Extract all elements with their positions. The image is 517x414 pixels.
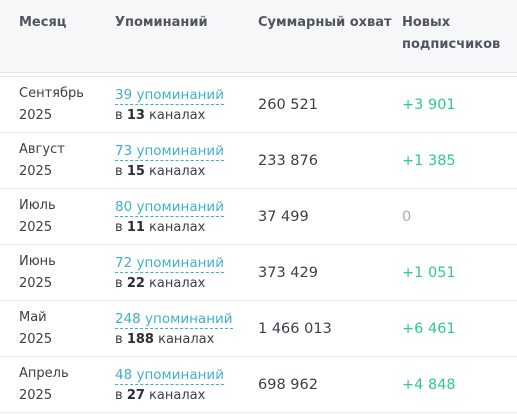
reach-cell: 698 962 bbox=[258, 356, 402, 413]
channels-prefix: в bbox=[115, 219, 123, 235]
channels-count-text: в 22 каналах bbox=[115, 274, 258, 294]
month-year: 2025 bbox=[19, 163, 53, 179]
month-cell: Август 2025 bbox=[0, 132, 115, 189]
month-name: Апрель bbox=[19, 365, 69, 381]
reach-value: 698 962 bbox=[258, 376, 318, 393]
mentions-cell: 72 упоминаний в 22 каналах bbox=[115, 244, 258, 301]
reach-cell: 1 466 013 bbox=[258, 300, 402, 357]
month-cell: Май 2025 bbox=[0, 300, 115, 357]
header-row: Месяц Упоминаний Суммарный охват Новых п… bbox=[0, 0, 517, 73]
reach-cell: 37 499 bbox=[258, 188, 402, 245]
mentions-link[interactable]: 48 упоминаний bbox=[115, 366, 224, 385]
subscribers-value: +4 848 bbox=[402, 376, 456, 393]
header-mentions: Упоминаний bbox=[115, 0, 258, 73]
month-name: Май bbox=[19, 309, 47, 325]
header-reach: Суммарный охват bbox=[258, 0, 402, 73]
month-year: 2025 bbox=[19, 107, 53, 123]
subscribers-value: +1 385 bbox=[402, 152, 456, 169]
reach-value: 373 429 bbox=[258, 264, 318, 281]
mentions-cell: 80 упоминаний в 11 каналах bbox=[115, 188, 258, 245]
channels-count: 22 bbox=[126, 275, 145, 291]
table-body: Сентябрь 2025 39 упоминаний в 13 каналах… bbox=[0, 72, 517, 413]
channels-suffix: каналах bbox=[149, 163, 206, 179]
channels-count: 188 bbox=[126, 331, 154, 347]
channels-count-text: в 15 каналах bbox=[115, 162, 258, 182]
month-name: Июль bbox=[19, 197, 56, 213]
subscribers-value: +1 051 bbox=[402, 264, 456, 281]
header-subscribers: Новых подписчиков bbox=[402, 0, 517, 73]
subscribers-cell: 0 bbox=[402, 188, 517, 245]
table-header: Месяц Упоминаний Суммарный охват Новых п… bbox=[0, 0, 517, 73]
channels-suffix: каналах bbox=[149, 275, 206, 291]
month-year: 2025 bbox=[19, 387, 53, 403]
channels-suffix: каналах bbox=[149, 219, 206, 235]
channels-prefix: в bbox=[115, 387, 123, 403]
channels-suffix: каналах bbox=[149, 387, 206, 403]
mentions-link[interactable]: 248 упоминаний bbox=[115, 310, 233, 329]
reach-value: 37 499 bbox=[258, 208, 309, 225]
channels-prefix: в bbox=[115, 275, 123, 291]
channels-count-text: в 188 каналах bbox=[115, 330, 258, 350]
subscribers-value: +6 461 bbox=[402, 320, 456, 337]
mentions-link[interactable]: 39 упоминаний bbox=[115, 86, 224, 105]
channels-prefix: в bbox=[115, 163, 123, 179]
table-row: Июнь 2025 72 упоминаний в 22 каналах 373… bbox=[0, 244, 517, 301]
mentions-cell: 39 упоминаний в 13 каналах bbox=[115, 76, 258, 133]
mentions-cell: 248 упоминаний в 188 каналах bbox=[115, 300, 258, 357]
month-name: Сентябрь bbox=[19, 85, 84, 101]
reach-value: 233 876 bbox=[258, 152, 318, 169]
channels-count: 15 bbox=[126, 163, 145, 179]
reach-value: 260 521 bbox=[258, 96, 318, 113]
month-year: 2025 bbox=[19, 331, 53, 347]
month-name: Август bbox=[19, 141, 65, 157]
channels-prefix: в bbox=[115, 331, 123, 347]
channels-count-text: в 13 каналах bbox=[115, 106, 258, 126]
channels-prefix: в bbox=[115, 107, 123, 123]
mentions-cell: 73 упоминаний в 15 каналах bbox=[115, 132, 258, 189]
mentions-link[interactable]: 73 упоминаний bbox=[115, 142, 224, 161]
month-cell: Июнь 2025 bbox=[0, 244, 115, 301]
subscribers-cell: +1 051 bbox=[402, 244, 517, 301]
reach-value: 1 466 013 bbox=[258, 320, 332, 337]
mentions-link[interactable]: 80 упоминаний bbox=[115, 198, 224, 217]
reach-cell: 260 521 bbox=[258, 76, 402, 133]
channels-count-text: в 27 каналах bbox=[115, 386, 258, 406]
month-cell: Июль 2025 bbox=[0, 188, 115, 245]
month-year: 2025 bbox=[19, 219, 53, 235]
month-name: Июнь bbox=[19, 253, 56, 269]
channels-count: 11 bbox=[126, 219, 145, 235]
table-row: Август 2025 73 упоминаний в 15 каналах 2… bbox=[0, 132, 517, 189]
channels-suffix: каналах bbox=[149, 107, 206, 123]
subscribers-cell: +6 461 bbox=[402, 300, 517, 357]
mentions-link[interactable]: 72 упоминаний bbox=[115, 254, 224, 273]
mentions-cell: 48 упоминаний в 27 каналах bbox=[115, 356, 258, 413]
reach-cell: 233 876 bbox=[258, 132, 402, 189]
channels-count: 27 bbox=[126, 387, 145, 403]
channels-count-text: в 11 каналах bbox=[115, 218, 258, 238]
subscribers-cell: +1 385 bbox=[402, 132, 517, 189]
subscribers-value: 0 bbox=[402, 208, 412, 225]
header-month: Месяц bbox=[0, 0, 115, 73]
table-row: Сентябрь 2025 39 упоминаний в 13 каналах… bbox=[0, 76, 517, 133]
channels-suffix: каналах bbox=[158, 331, 215, 347]
subscribers-cell: +3 901 bbox=[402, 76, 517, 133]
month-cell: Сентябрь 2025 bbox=[0, 76, 115, 133]
month-cell: Апрель 2025 bbox=[0, 356, 115, 413]
header-gap-row bbox=[0, 72, 517, 77]
table-row: Апрель 2025 48 упоминаний в 27 каналах 6… bbox=[0, 356, 517, 413]
table-row: Май 2025 248 упоминаний в 188 каналах 1 … bbox=[0, 300, 517, 357]
subscribers-cell: +4 848 bbox=[402, 356, 517, 413]
reach-cell: 373 429 bbox=[258, 244, 402, 301]
channels-count: 13 bbox=[126, 107, 145, 123]
subscribers-value: +3 901 bbox=[402, 96, 456, 113]
month-year: 2025 bbox=[19, 275, 53, 291]
table-row: Июль 2025 80 упоминаний в 11 каналах 37 … bbox=[0, 188, 517, 245]
